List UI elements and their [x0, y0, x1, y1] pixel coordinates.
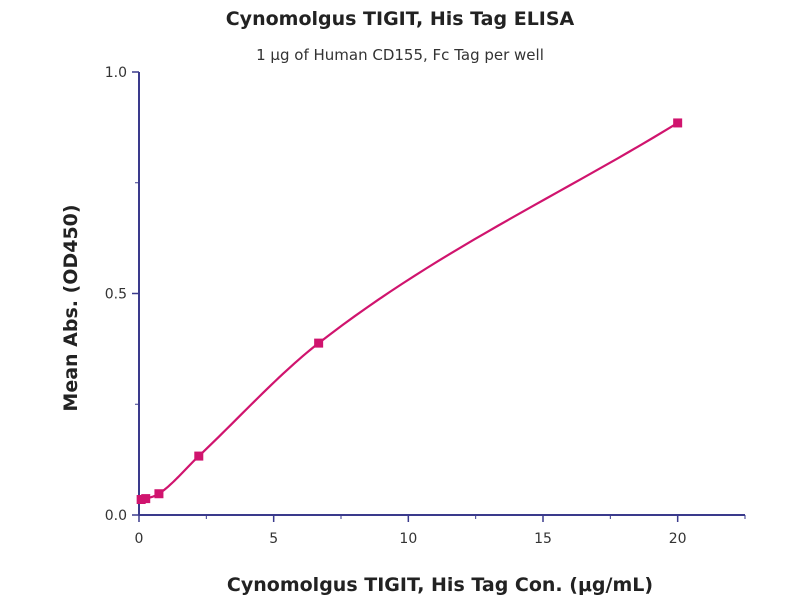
- x-tick-label: 15: [534, 531, 552, 547]
- x-tick-label: 5: [269, 531, 278, 547]
- data-point: [673, 118, 683, 128]
- data-point: [136, 494, 146, 504]
- x-axis-ticks: 0 5 10 15 20: [135, 515, 746, 547]
- data-point: [194, 451, 204, 461]
- axes: [138, 72, 745, 516]
- y-axis-ticks: 0.0 0.5 1.0: [105, 65, 139, 524]
- y-tick-label: 0.0: [105, 508, 127, 524]
- chart-subtitle: 1 μg of Human CD155, Fc Tag per well: [256, 46, 544, 64]
- chart-title: Cynomolgus TIGIT, His Tag ELISA: [225, 8, 575, 30]
- fit-curve: [140, 122, 679, 501]
- y-tick-label: 0.5: [105, 287, 127, 303]
- x-axis-label: Cynomolgus TIGIT, His Tag Con. (μg/mL): [227, 574, 653, 596]
- y-axis-label: Mean Abs. (OD450): [60, 204, 82, 411]
- x-tick-label: 20: [669, 531, 687, 547]
- data-points: [136, 118, 683, 504]
- data-point: [314, 338, 324, 348]
- x-tick-label: 10: [399, 531, 417, 547]
- data-point: [141, 494, 151, 504]
- x-tick-label: 0: [135, 531, 144, 547]
- data-point: [154, 489, 164, 499]
- y-tick-label: 1.0: [105, 65, 127, 81]
